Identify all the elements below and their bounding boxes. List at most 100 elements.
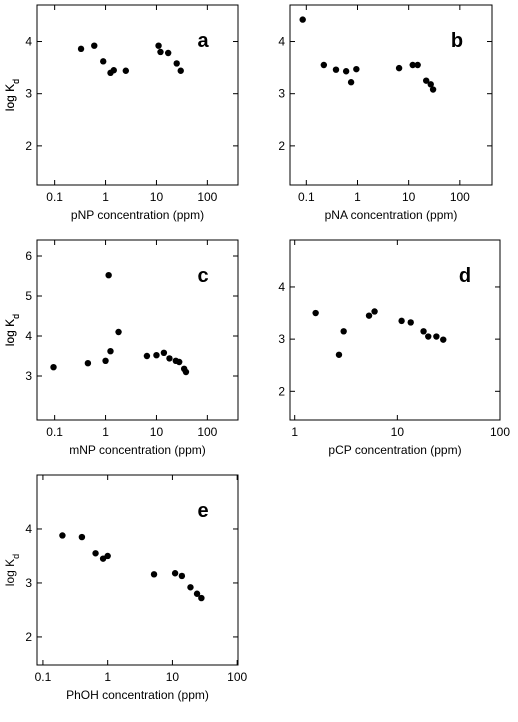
point [77,45,85,53]
panel: 0.1 1 10 100 2 3 4 PhOH concentration (ppm) log … [3,474,248,702]
point [177,67,184,74]
x-tick-label: 10 [150,425,164,439]
point [153,352,160,359]
point [440,336,447,343]
x-tick-label: 100 [227,670,247,684]
point [187,584,194,591]
point [166,355,173,362]
point [104,552,111,560]
plot-frame [36,239,239,421]
point [176,358,183,366]
x-tick-label: 1 [104,670,111,684]
y-tick-label: 4 [25,35,32,49]
point [173,60,180,67]
point [110,67,117,74]
panel-label: d [459,265,471,287]
point [332,66,340,73]
point [342,68,350,75]
y-tick-label: 3 [25,369,32,383]
y-axis-label: log Kd [3,79,21,111]
x-tick-label: 10 [391,425,405,439]
x-axis-label: pCP concentration (ppm) [328,443,461,457]
point [422,77,430,84]
x-tick-label: 1 [291,425,298,439]
x-tick-label: 0.1 [46,190,63,204]
point [59,532,66,539]
plot-frame [36,474,239,666]
y-axis-label-subscript: d [11,314,21,319]
x-tick-label: 100 [490,425,510,439]
x-tick-label: 10 [402,190,416,204]
point [50,364,57,371]
y-axis-label-main: log K [3,319,17,346]
x-axis-label: pNA concentration (ppm) [325,208,458,222]
panel-label: b [451,30,463,52]
plot-frame [36,4,239,186]
y-tick-label: 2 [278,139,285,153]
point [409,61,416,69]
point [160,349,168,356]
point [371,308,378,315]
x-tick-label: 1 [102,425,109,439]
point [414,61,421,69]
y-tick-label: 3 [278,87,285,101]
point [91,42,98,49]
panel: 0.1 1 10 100 3 4 5 6 mNP concentration (ppm) log … [3,239,239,457]
point [198,594,205,602]
x-tick-label: 100 [197,190,217,204]
point [122,67,130,74]
point [78,533,86,541]
y-tick-label: 6 [25,249,32,263]
x-axis-label: PhOH concentration (ppm) [66,688,209,702]
y-axis-label-subscript: d [11,79,21,84]
point [320,61,328,69]
point [150,571,158,578]
point [178,572,186,580]
panel: 0.1 1 10 100 2 3 4 pNP concentration (ppm) log K… [3,4,239,222]
point [429,86,437,93]
point [340,328,347,335]
point [433,333,440,340]
point [157,48,164,56]
point [100,58,107,65]
point [398,317,405,325]
y-tick-label: 2 [25,630,32,644]
plot-frame [289,239,501,421]
y-tick-label: 3 [278,332,285,346]
y-axis-label-main: log K [3,319,17,346]
y-tick-label: 4 [25,522,32,536]
point [155,42,162,49]
point [115,328,122,336]
x-tick-label: 100 [197,425,217,439]
x-axis-label: mNP concentration (ppm) [69,443,206,457]
point [107,348,114,355]
x-axis-label: pNP concentration (ppm) [71,208,204,222]
y-axis-label: log Kd [3,314,21,346]
point [425,333,432,340]
y-axis-label-main: log K [3,84,17,111]
y-axis-label: log Kd [3,554,21,586]
panel-label: c [197,265,208,287]
point [427,81,434,88]
point [193,590,201,597]
y-axis-label: log Kd [3,79,21,111]
y-axis-label-main: log K [3,559,17,586]
y-tick-label: 4 [25,329,32,343]
x-tick-label: 1 [102,190,109,204]
y-axis-label-subscript: d [11,79,21,84]
x-tick-label: 0.1 [35,670,52,684]
x-tick-label: 10 [166,670,180,684]
point [299,16,306,23]
panel-label: e [197,500,208,522]
x-tick-label: 10 [150,190,164,204]
panel-label: a [197,30,209,52]
x-tick-label: 0.1 [46,425,63,439]
point [92,550,99,557]
point [353,65,360,73]
point [102,357,109,364]
y-axis-label-subscript: d [11,314,21,319]
y-axis-label-subscript: d [11,554,21,559]
point [395,64,403,72]
panel: 0.1 1 10 100 2 3 4 pNA concentration (ppm) log K… [3,4,493,222]
